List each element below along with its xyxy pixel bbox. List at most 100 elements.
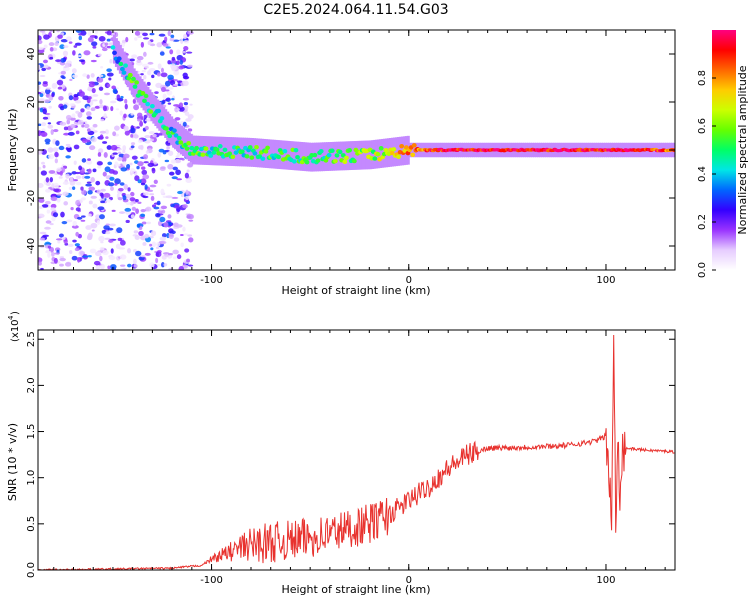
noise-cell: [123, 125, 129, 132]
noise-cell: [116, 94, 121, 100]
noise-cell: [99, 99, 103, 105]
ridge-halo: [124, 54, 128, 84]
noise-cell: [173, 104, 180, 107]
colorbar-tick-label: 0.6: [697, 118, 708, 134]
noise-cell: [103, 92, 111, 96]
ridge-halo: [365, 140, 369, 170]
noise-cell: [125, 201, 131, 206]
noise-cell: [130, 113, 134, 116]
noise-cell: [106, 145, 112, 150]
ridge-cell: [132, 84, 138, 89]
noise-cell: [44, 138, 51, 143]
y-tick-label: 1.0: [26, 470, 37, 486]
ridge-cell: [244, 154, 250, 159]
noise-cell: [183, 233, 189, 236]
spectrogram-panel: -100 0 100 -40 -20 0 20 40 Height of straight l…: [6, 29, 676, 297]
noise-cell: [164, 159, 170, 163]
noise-cell: [45, 177, 50, 183]
noise-cell: [171, 196, 179, 199]
noise-cell: [130, 145, 135, 149]
noise-cell: [153, 179, 158, 184]
noise-cell: [147, 61, 154, 65]
noise-cell: [58, 233, 64, 238]
noise-cell: [44, 88, 51, 95]
ridge-halo: [249, 137, 253, 167]
noise-cell: [134, 199, 139, 203]
noise-cell: [74, 247, 80, 252]
ridge-cell: [134, 80, 140, 85]
noise-cell: [67, 243, 74, 247]
noise-cell: [81, 124, 85, 128]
noise-cell: [167, 214, 172, 219]
noise-cell: [68, 186, 74, 191]
noise-cell: [62, 191, 69, 197]
noise-cell: [123, 153, 130, 159]
noise-cell: [109, 100, 117, 104]
noise-cell: [90, 59, 97, 63]
noise-cell: [144, 125, 149, 131]
noise-cell: [40, 131, 48, 137]
noise-cell: [157, 151, 162, 158]
noise-cell: [170, 80, 176, 86]
noise-cell: [83, 50, 91, 56]
noise-cell: [151, 167, 156, 171]
noise-cell: [77, 111, 83, 118]
noise-cell: [163, 221, 169, 228]
ridge-halo: [116, 41, 120, 71]
noise-cell: [60, 39, 68, 43]
noise-cell: [38, 46, 44, 50]
noise-cell: [44, 200, 51, 205]
noise-cell: [167, 87, 174, 90]
noise-cell: [97, 53, 102, 57]
noise-cell: [60, 211, 65, 218]
noise-cell: [146, 221, 151, 225]
noise-cell: [139, 178, 147, 185]
noise-cell: [100, 193, 104, 199]
noise-cell: [117, 151, 122, 155]
noise-cell: [137, 139, 143, 143]
ridge-cell: [410, 152, 416, 157]
noise-cell: [137, 179, 142, 184]
noise-cell: [97, 165, 102, 169]
noise-cell: [81, 175, 86, 180]
noise-cell: [182, 121, 187, 127]
ridge-cell: [176, 135, 182, 141]
ridge-cell: [172, 128, 177, 133]
noise-cell: [78, 35, 83, 41]
ridge-halo: [304, 142, 308, 172]
noise-cell: [53, 212, 59, 218]
noise-cell: [38, 85, 41, 91]
noise-cell: [68, 41, 73, 44]
noise-cell: [149, 243, 153, 247]
noise-cell: [147, 40, 152, 46]
noise-cell: [166, 146, 170, 150]
noise-cell: [85, 159, 93, 165]
noise-cell: [140, 213, 146, 218]
ridge-cell: [342, 159, 348, 164]
noise-cell: [124, 130, 130, 136]
noise-cell: [92, 203, 98, 209]
noise-cell: [51, 216, 56, 222]
noise-cell: [42, 108, 47, 115]
noise-cell: [105, 223, 111, 226]
ridge-halo: [392, 137, 396, 167]
noise-cell: [181, 158, 185, 161]
noise-cell: [78, 165, 83, 171]
noise-cell: [167, 150, 174, 156]
noise-cell: [165, 98, 171, 101]
noise-cell: [48, 170, 56, 174]
ridge-cell: [159, 116, 165, 121]
noise-cell: [49, 223, 54, 226]
ridge-cell: [194, 145, 199, 151]
ridge-halo: [284, 140, 288, 170]
noise-cell: [107, 161, 113, 166]
ridge-halo: [219, 136, 223, 166]
noise-cell: [66, 36, 72, 42]
noise-cell: [149, 43, 156, 47]
noise-cell: [73, 144, 80, 150]
noise-cell: [38, 261, 42, 266]
noise-cell: [98, 104, 105, 109]
ridge-cell: [249, 155, 255, 160]
noise-cell: [70, 206, 74, 211]
noise-cell: [111, 209, 116, 212]
